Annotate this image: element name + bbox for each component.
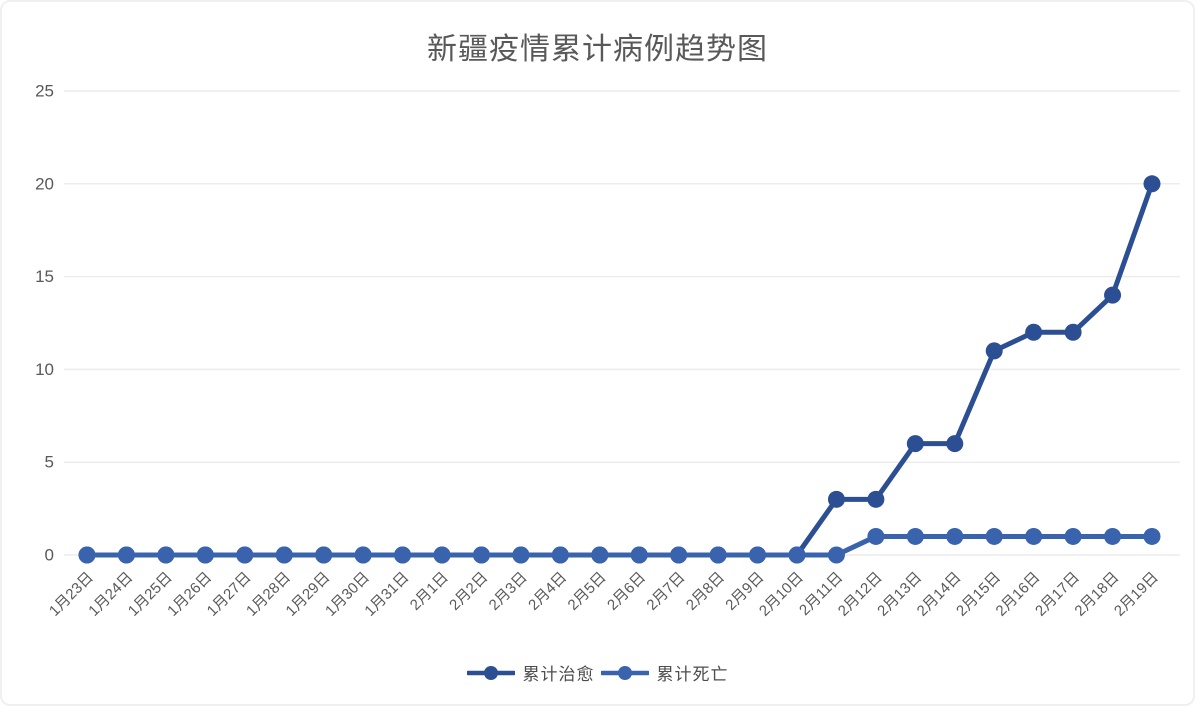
x-axis-tick-label: 1月31日 — [361, 569, 412, 620]
y-axis-tick-label: 20 — [35, 174, 54, 193]
data-point — [1104, 286, 1122, 304]
data-point — [1025, 527, 1043, 545]
legend-label: 累计治愈 — [522, 665, 595, 684]
legend-marker-icon — [600, 665, 649, 680]
chart-title: 新疆疫情累计病例趋势图 — [427, 33, 768, 66]
data-point — [749, 546, 767, 564]
data-point — [591, 546, 609, 564]
legend-marker-icon — [466, 665, 515, 680]
data-point — [788, 546, 806, 564]
data-point — [1025, 323, 1043, 341]
data-point — [157, 546, 175, 564]
series-line-1 — [84, 533, 1155, 558]
y-axis-tick-label: 5 — [45, 453, 54, 472]
data-point — [1064, 323, 1082, 341]
data-point — [551, 546, 569, 564]
data-point — [354, 546, 372, 564]
data-point — [906, 527, 924, 545]
y-axis-tick-label: 10 — [35, 360, 54, 379]
data-point — [394, 546, 412, 564]
x-axis-tick-label: 2月2日 — [446, 569, 491, 614]
data-point — [1143, 175, 1161, 193]
data-point — [236, 546, 254, 564]
data-point — [985, 527, 1003, 545]
y-axis-tick-label: 15 — [35, 267, 54, 286]
data-point — [630, 546, 648, 564]
data-point — [906, 435, 924, 453]
data-point — [867, 490, 885, 508]
data-point — [78, 546, 96, 564]
data-point — [985, 342, 1003, 360]
data-point — [275, 546, 293, 564]
chart-legend: 累计治愈 累计死亡 — [2, 660, 1193, 685]
x-axis-tick-label: 2月7日 — [643, 569, 688, 614]
data-point — [1104, 527, 1122, 545]
data-point — [433, 546, 451, 564]
legend-item-1[interactable]: 累计死亡 — [600, 660, 729, 685]
data-point — [946, 527, 964, 545]
x-axis-tick-label: 2月4日 — [525, 569, 570, 614]
x-axis-tick-label: 2月3日 — [486, 569, 531, 614]
data-point — [709, 546, 727, 564]
data-point — [867, 527, 885, 545]
line-chart-plot: 05101520251月23日1月24日1月25日1月26日1月27日1月28日… — [35, 82, 1180, 620]
data-point — [512, 546, 530, 564]
x-axis-tick-label: 2月10日 — [756, 569, 807, 620]
data-point — [946, 435, 964, 453]
legend-item-0[interactable]: 累计治愈 — [466, 660, 595, 685]
data-point — [670, 546, 688, 564]
data-point — [1143, 527, 1161, 545]
y-axis-tick-label: 0 — [45, 546, 54, 565]
data-point — [196, 546, 214, 564]
data-point — [827, 546, 845, 564]
data-point — [827, 490, 845, 508]
data-point — [315, 546, 333, 564]
x-axis-tick-label: 2月5日 — [565, 569, 610, 614]
data-point — [1064, 527, 1082, 545]
data-point — [472, 546, 490, 564]
x-axis-tick-label: 2月19日 — [1111, 569, 1162, 620]
legend-label: 累计死亡 — [656, 665, 729, 684]
data-point — [117, 546, 135, 564]
y-axis-tick-label: 25 — [35, 82, 54, 101]
x-axis-tick-label: 2月6日 — [604, 569, 649, 614]
x-axis-tick-label: 2月1日 — [407, 569, 452, 614]
x-axis-tick-label: 2月8日 — [683, 569, 728, 614]
